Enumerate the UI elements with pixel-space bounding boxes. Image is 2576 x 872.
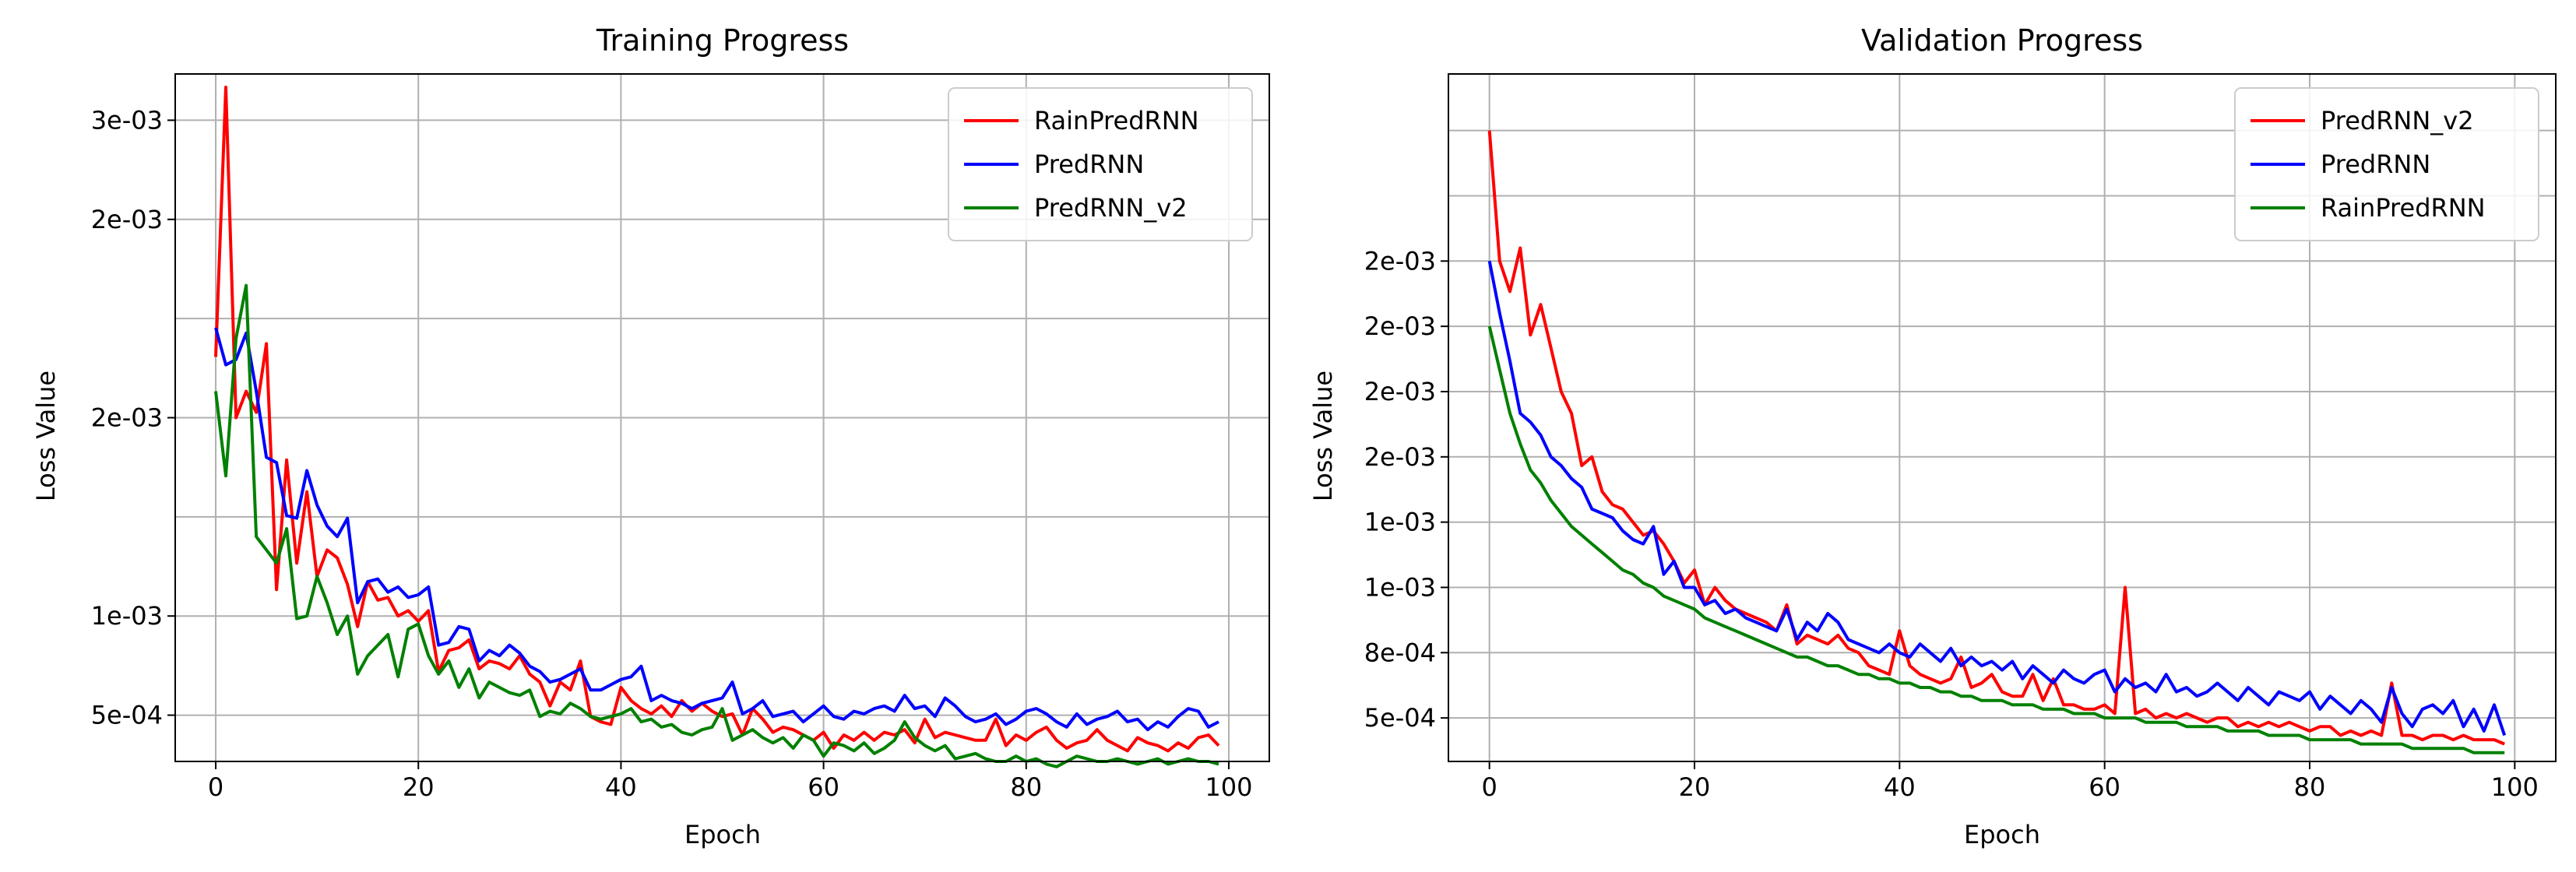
x-tick-label: 40 — [1884, 772, 1916, 802]
x-tick-label: 100 — [2491, 772, 2539, 802]
y-tick-label: 5e-04 — [91, 701, 163, 730]
chart-title: Training Progress — [596, 23, 849, 58]
training-progress-chart: Training Progress Epoch Loss Value 0 20 40… — [31, 23, 1270, 849]
y-tick-label: 8e-04 — [1364, 638, 1436, 667]
y-tick-label: 2e-03 — [1364, 246, 1436, 276]
legend-label: RainPredRNN — [1034, 106, 1199, 135]
y-tick-label: 1e-03 — [91, 601, 163, 631]
y-tick-label: 3e-03 — [91, 105, 163, 135]
y-tick-label: 2e-03 — [91, 205, 163, 234]
legend-label: PredRNN — [1034, 149, 1144, 179]
x-tick-label: 40 — [605, 772, 637, 802]
y-tick-label: 1e-03 — [1364, 508, 1436, 537]
y-tick-label: 2e-03 — [1364, 311, 1436, 341]
series-line-predrnn — [214, 327, 1219, 732]
y-tick-label: 1e-03 — [1364, 572, 1436, 602]
series-line-predrnn-v2 — [1487, 130, 2505, 746]
validation-progress-chart: Validation Progress Epoch Loss Value 0 20… — [1308, 23, 2557, 849]
series-line-rainpredrnn — [214, 86, 1220, 753]
x-tick-label: 80 — [2294, 772, 2326, 802]
legend: PredRNN_v2 PredRNN RainPredRNN — [2234, 87, 2539, 241]
legend: RainPredRNN PredRNN PredRNN_v2 — [948, 87, 1253, 241]
legend-label: RainPredRNN — [2321, 193, 2486, 223]
y-tick-label: 2e-03 — [91, 403, 163, 433]
plot-area-frame — [174, 73, 1270, 762]
chart-title: Validation Progress — [1861, 23, 2143, 58]
legend-box — [948, 87, 1253, 241]
x-tick-label: 0 — [208, 772, 223, 802]
x-tick-label: 20 — [403, 772, 435, 802]
legend-label: PredRNN_v2 — [2321, 106, 2474, 135]
y-axis-label: Loss Value — [31, 371, 61, 501]
x-tick-label: 20 — [1679, 772, 1711, 802]
plot-area-frame — [1448, 73, 2557, 762]
x-axis-label: Epoch — [1964, 820, 2040, 849]
x-axis-label: Epoch — [684, 820, 761, 849]
x-tick-label: 0 — [1481, 772, 1497, 802]
x-tick-label: 60 — [2089, 772, 2120, 802]
series-line-rainpredrnn — [1487, 325, 2505, 754]
y-axis-label: Loss Value — [1308, 371, 1338, 501]
legend-label: PredRNN — [2321, 149, 2430, 179]
series-line-predrnn-v2 — [214, 283, 1219, 768]
legend-box — [2234, 87, 2539, 241]
y-tick-label: 2e-03 — [1364, 377, 1436, 406]
legend-label: PredRNN_v2 — [1034, 193, 1188, 223]
y-tick-label: 2e-03 — [1364, 442, 1436, 472]
y-tick-label: 5e-04 — [1364, 703, 1436, 733]
series-line-predrnn — [1487, 260, 2507, 737]
x-tick-label: 60 — [808, 772, 839, 802]
x-tick-label: 100 — [1205, 772, 1252, 802]
x-tick-label: 80 — [1010, 772, 1042, 802]
